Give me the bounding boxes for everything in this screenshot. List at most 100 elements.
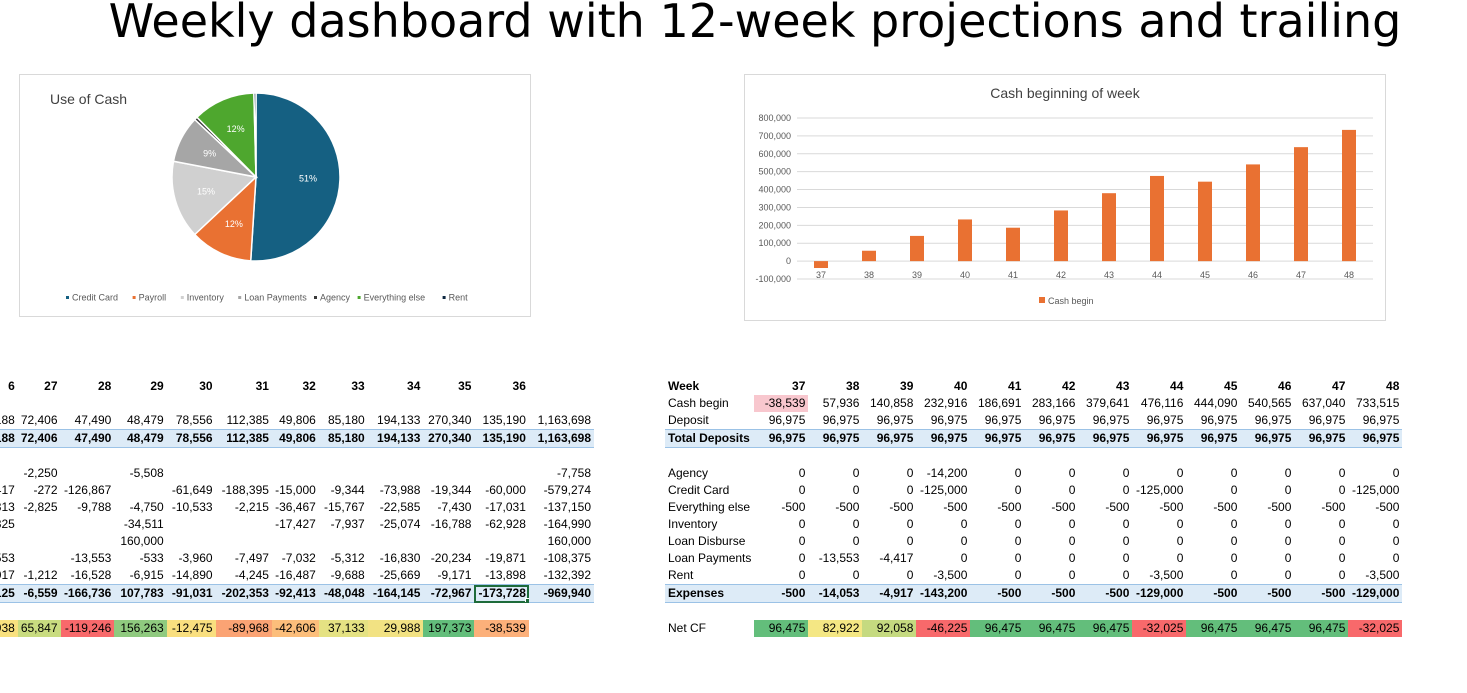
- cell[interactable]: 0: [1392, 551, 1400, 565]
- cell[interactable]: [167, 395, 216, 412]
- cell[interactable]: 160,000: [547, 534, 591, 548]
- cell[interactable]: 0: [852, 483, 860, 497]
- row-label[interactable]: Loan Disburse: [668, 534, 746, 548]
- cell[interactable]: 135,190: [482, 413, 526, 427]
- cell[interactable]: 0: [852, 466, 860, 480]
- cell[interactable]: -92,413: [271, 584, 319, 603]
- cell[interactable]: 0: [1338, 551, 1346, 565]
- cell[interactable]: 0: [1230, 483, 1238, 497]
- cell[interactable]: 49,806: [279, 413, 316, 427]
- cell[interactable]: 0: [798, 517, 806, 531]
- cell[interactable]: [1240, 603, 1294, 621]
- cell[interactable]: [916, 603, 970, 621]
- row-label[interactable]: Credit Card: [668, 483, 730, 497]
- cell[interactable]: -62,928: [485, 517, 526, 531]
- row-label[interactable]: Inventory: [668, 517, 718, 531]
- cell[interactable]: 0: [1176, 551, 1184, 565]
- cell[interactable]: [529, 603, 594, 621]
- cell[interactable]: [1294, 603, 1348, 621]
- cell[interactable]: 49,806: [271, 429, 319, 448]
- cell[interactable]: 0: [1068, 534, 1076, 548]
- cell[interactable]: -1,212: [23, 568, 58, 582]
- cell[interactable]: -14,053: [808, 584, 863, 603]
- cell[interactable]: [808, 603, 862, 621]
- cell[interactable]: -272: [33, 483, 58, 497]
- cell[interactable]: 96,975: [876, 413, 914, 427]
- bar-week-47[interactable]: [1294, 147, 1308, 262]
- cell[interactable]: 47,490: [60, 429, 115, 448]
- cell[interactable]: [61, 516, 115, 533]
- cell[interactable]: 0: [1014, 466, 1022, 480]
- cell[interactable]: -188,395: [221, 483, 269, 497]
- cell[interactable]: 96,975: [1362, 413, 1400, 427]
- cell[interactable]: [423, 448, 474, 466]
- cell[interactable]: -132,392: [543, 568, 591, 582]
- cell[interactable]: -34,511: [123, 517, 164, 531]
- pie-slice-everything-else[interactable]: [195, 92, 257, 179]
- cell[interactable]: 0: [1068, 551, 1076, 565]
- cell[interactable]: 0: [1338, 568, 1346, 582]
- cell[interactable]: 96,975: [862, 429, 917, 448]
- cell[interactable]: -6,915: [129, 568, 164, 582]
- cell[interactable]: 0: [1284, 568, 1292, 582]
- cell[interactable]: [1132, 448, 1186, 466]
- cell[interactable]: 938: [0, 620, 18, 637]
- cell[interactable]: 0: [1230, 551, 1238, 565]
- cell[interactable]: -3,500: [933, 568, 968, 582]
- bar-week-42[interactable]: [1054, 210, 1068, 262]
- cell[interactable]: 0: [1122, 568, 1130, 582]
- cell[interactable]: [529, 395, 594, 412]
- cell[interactable]: 637,040: [1302, 396, 1346, 410]
- cell[interactable]: -7,032: [281, 551, 316, 565]
- cell[interactable]: 140,858: [870, 396, 914, 410]
- header-cell[interactable]: 36: [512, 379, 526, 393]
- cell[interactable]: 96,975: [1078, 429, 1133, 448]
- cell[interactable]: 85,180: [327, 413, 365, 427]
- cell[interactable]: 0: [1284, 483, 1292, 497]
- cell[interactable]: [319, 603, 368, 621]
- cell[interactable]: -13,553: [818, 551, 860, 565]
- cell[interactable]: [1078, 448, 1132, 466]
- cell[interactable]: 188: [0, 413, 15, 427]
- cell[interactable]: -38,539: [754, 395, 809, 412]
- cell[interactable]: 82,922: [808, 620, 863, 637]
- cell[interactable]: -500: [1105, 500, 1130, 514]
- cell[interactable]: [272, 533, 319, 550]
- cell[interactable]: [423, 465, 474, 482]
- cell[interactable]: -500: [997, 500, 1022, 514]
- cell[interactable]: -500: [1240, 584, 1295, 603]
- cell[interactable]: [1348, 603, 1402, 621]
- cell[interactable]: 0: [798, 551, 806, 565]
- cell[interactable]: -500: [1321, 500, 1346, 514]
- cell[interactable]: 96,475: [1186, 620, 1241, 637]
- bar-week-45[interactable]: [1198, 181, 1212, 262]
- cell[interactable]: -500: [1213, 500, 1238, 514]
- cell[interactable]: 78,556: [166, 429, 216, 448]
- cell[interactable]: -7,758: [556, 466, 591, 480]
- pie-slice-rent[interactable]: [253, 92, 257, 178]
- header-cell[interactable]: 40: [954, 379, 968, 393]
- cell[interactable]: [1078, 603, 1132, 621]
- cell[interactable]: 47,490: [74, 413, 112, 427]
- cell[interactable]: 85,180: [318, 429, 368, 448]
- cell[interactable]: 197,373: [423, 620, 475, 637]
- cell[interactable]: 325: [0, 517, 15, 531]
- cell[interactable]: [167, 603, 216, 621]
- cell[interactable]: -500: [1375, 500, 1400, 514]
- cell[interactable]: 186,691: [978, 396, 1022, 410]
- cell[interactable]: 96,475: [1024, 620, 1079, 637]
- cell[interactable]: 0: [1176, 517, 1184, 531]
- row-label[interactable]: Deposit: [668, 413, 709, 427]
- cell[interactable]: -15,767: [323, 500, 365, 514]
- cell[interactable]: [368, 465, 424, 482]
- cell[interactable]: [368, 603, 424, 621]
- cell[interactable]: 0: [1284, 551, 1292, 565]
- cell[interactable]: 29,988: [367, 620, 424, 637]
- cell[interactable]: 0: [1338, 517, 1346, 531]
- cell[interactable]: 0: [1230, 568, 1238, 582]
- cell[interactable]: -9,344: [330, 483, 365, 497]
- cell[interactable]: 96,475: [1078, 620, 1133, 637]
- cell[interactable]: -9,688: [330, 568, 365, 582]
- cell[interactable]: -16,788: [430, 517, 472, 531]
- cell[interactable]: -9,788: [77, 500, 112, 514]
